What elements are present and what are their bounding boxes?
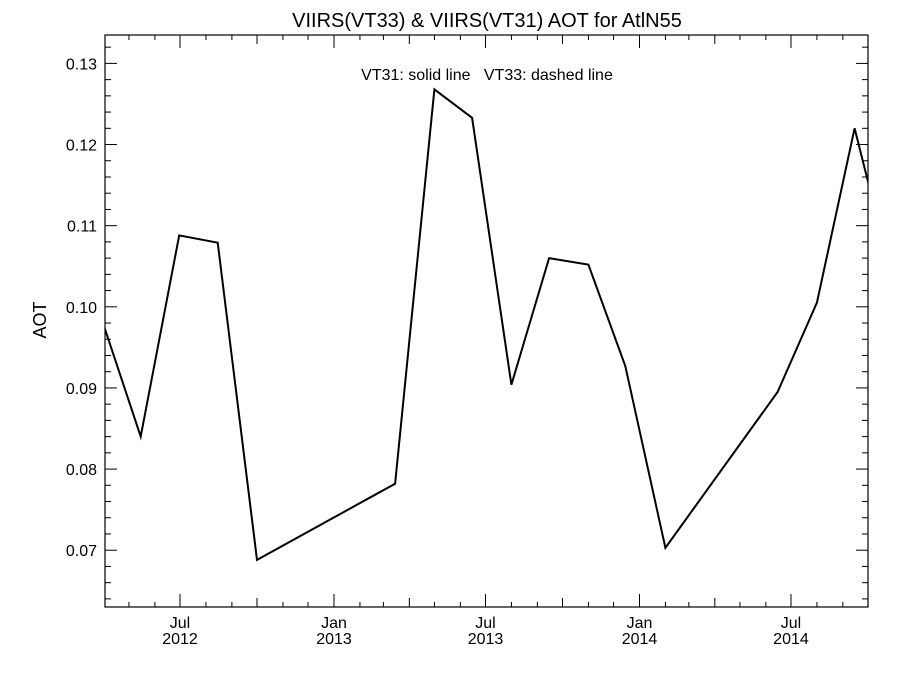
x-tick-label-year: 2012 [162, 631, 198, 648]
y-tick-label: 0.10 [66, 300, 97, 317]
x-tick-label-month: Jul [781, 615, 801, 632]
x-tick-label-year: 2014 [773, 631, 809, 648]
y-tick-label: 0.08 [66, 462, 97, 479]
series-group [105, 87, 868, 562]
x-tick-label-year: 2013 [316, 631, 352, 648]
x-tick-label-month: Jan [321, 615, 347, 632]
x-tick-label-month: Jul [475, 615, 495, 632]
series-line-vt31 [105, 87, 868, 562]
legend-annotation: VT31: solid line VT33: dashed line [361, 67, 613, 84]
x-tick-label-year: 2013 [468, 631, 504, 648]
x-tick-label-month: Jan [627, 615, 653, 632]
y-axis-label: AOT [30, 301, 50, 338]
y-tick-label: 0.07 [66, 543, 97, 560]
plot-frame [104, 34, 869, 608]
y-tick-label: 0.12 [66, 138, 97, 155]
y-axis-ticks: 0.07 0.08 0.09 0.10 0.11 0.12 0.13 [66, 46, 868, 600]
x-tick-label-year: 2014 [622, 631, 658, 648]
chart-title: VIIRS(VT33) & VIIRS(VT31) AOT for AtlN55 [292, 10, 682, 32]
y-tick-label: 0.09 [66, 381, 97, 398]
x-tick-label-month: Jul [170, 615, 190, 632]
y-tick-label: 0.11 [67, 219, 97, 236]
y-tick-label: 0.13 [66, 56, 97, 73]
